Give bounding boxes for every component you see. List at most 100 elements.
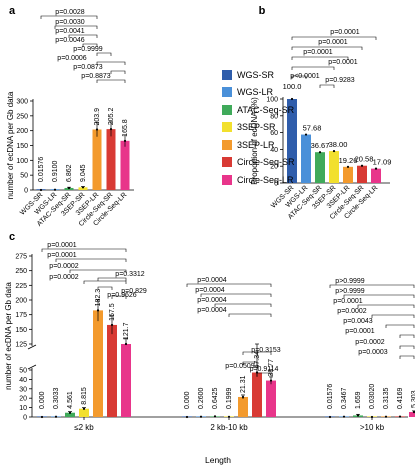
a-bar [78, 187, 88, 190]
b-y-tick-label: 100 [266, 97, 278, 104]
c-value-label: 5.303 [411, 390, 415, 408]
c-value-label: 0.6425 [212, 387, 219, 409]
c-pvalue-label: p=0.0004 [195, 287, 224, 294]
c-value-label: 1.659 [355, 391, 362, 409]
c-significance-bracket [357, 304, 415, 308]
b-value-label: 19.26 [339, 156, 358, 165]
c-pvalue-label: p=0.0004 [197, 277, 226, 284]
c-pvalue-label: p=0.0043 [343, 318, 372, 325]
c-value-label: 0.3033 [53, 387, 60, 409]
c-value-label: 0.01576 [327, 384, 334, 409]
c-value-label: 4.561 [67, 391, 74, 409]
c-value-label: 121.7 [123, 322, 130, 340]
c-data-point [227, 415, 231, 418]
a-value-label: 165.8 [122, 119, 129, 137]
legend-swatch [222, 174, 232, 185]
c-group-label: ≤2 kb [74, 423, 94, 432]
c-significance-bracket [55, 258, 127, 262]
c-data-point [370, 415, 374, 419]
a-data-point [95, 128, 99, 131]
c-data-point [40, 415, 44, 419]
c-bar [107, 324, 117, 417]
b-value-label: 36.67 [311, 141, 330, 150]
c-data-point [328, 415, 332, 419]
a-pvalue-label: p=0.8873 [81, 73, 110, 80]
c-data-point [199, 415, 203, 418]
legend-label: WGS-SR [237, 69, 274, 80]
c-y-axis-label: number of ecDNA per Gb data [4, 282, 13, 390]
c-data-point [68, 411, 72, 414]
legend-swatch [222, 139, 232, 150]
c-y-tick-label: 40 [19, 377, 27, 384]
c-data-point [269, 379, 273, 382]
c-value-label: 0.2600 [198, 387, 205, 409]
c-data-point [96, 309, 100, 312]
c-data-point [110, 323, 114, 327]
b-bar [371, 168, 381, 183]
c-data-point [384, 415, 388, 418]
c-y-tick-label: 50 [19, 368, 27, 375]
a-pvalue-label: p=0.9999 [73, 46, 102, 53]
c-significance-bracket [97, 277, 127, 281]
c-y-tick-label: 200 [15, 298, 27, 305]
c-axis-break-mark [27, 364, 37, 370]
c-pvalue-label: p=0.0001 [47, 252, 76, 259]
c-y-tick-label: 10 [19, 405, 27, 412]
b-value-label: 38.00 [329, 140, 348, 149]
c-pvalue-label: p=0.0004 [197, 307, 226, 314]
c-bar [65, 412, 75, 417]
c-bar [79, 408, 89, 417]
c-significance-bracket [242, 351, 272, 355]
a-pvalue-label: p=0.0030 [55, 19, 84, 26]
b-significance-bracket [291, 66, 335, 70]
legend-swatch [222, 104, 232, 115]
b-y-axis-label: Proportion of ecDNA (%) [250, 97, 259, 185]
c-group-label: 2 kb-10 kb [210, 423, 248, 432]
b-y-tick-label: 20 [270, 164, 278, 171]
c-value-label: 0.03020 [369, 384, 376, 409]
c-pvalue-label: p=0.829 [121, 288, 147, 295]
b-data-point [374, 167, 378, 170]
b-pvalue-label: p=0.0001 [328, 59, 357, 66]
b-pvalue-label: p=0.0001 [303, 49, 332, 56]
a-significance-bracket [96, 52, 112, 56]
b-pvalue-label: p=0.0001 [330, 29, 359, 36]
c-pvalue-label: p=0.0001 [333, 298, 362, 305]
b-data-point [318, 151, 322, 154]
legend-swatch [222, 69, 232, 80]
a-value-label: 0.9100 [52, 160, 59, 182]
legend-label: Circle-Seq-LR [237, 174, 294, 185]
a-value-label: 9.045 [80, 164, 87, 182]
c-y-tick-label: 250 [15, 268, 27, 275]
a-value-label: 0.01576 [38, 157, 45, 182]
b-bar [343, 166, 353, 183]
c-value-label: 0.000 [39, 391, 46, 409]
b-value-label: 57.68 [303, 124, 322, 133]
c-bar [121, 344, 131, 417]
b-bar [329, 151, 339, 183]
c-y-tick-label: 150 [15, 327, 27, 334]
c-pvalue-label: p>0.9999 [335, 278, 364, 285]
c-significance-bracket [69, 269, 127, 273]
c-significance-bracket [371, 314, 415, 318]
a-value-label: 6.862 [66, 164, 73, 182]
c-pvalue-label: p=0.3153 [251, 347, 280, 354]
b-significance-bracket [291, 75, 307, 79]
c-pvalue-label: p=0.0001 [345, 328, 374, 335]
b-bar [301, 134, 311, 183]
a-y-tick-label: 200 [16, 128, 28, 135]
b-value-label: 20.58 [355, 155, 374, 164]
c-significance-bracket [214, 303, 272, 307]
c-y-tick-label: 125 [15, 342, 27, 349]
a-data-point [109, 128, 113, 131]
c-significance-bracket [83, 280, 127, 284]
a-pvalue-label: p=0.0873 [73, 64, 102, 71]
c-bar [252, 372, 262, 417]
legend-item: Circle-Seq-LR [222, 171, 294, 189]
c-value-label: 0.1999 [226, 387, 233, 409]
panel-label-b: b [259, 5, 266, 17]
c-value-label: 8.815 [81, 387, 88, 405]
c-value-label: 0.4169 [397, 387, 404, 409]
c-pvalue-label: p=0.0003 [358, 349, 387, 356]
